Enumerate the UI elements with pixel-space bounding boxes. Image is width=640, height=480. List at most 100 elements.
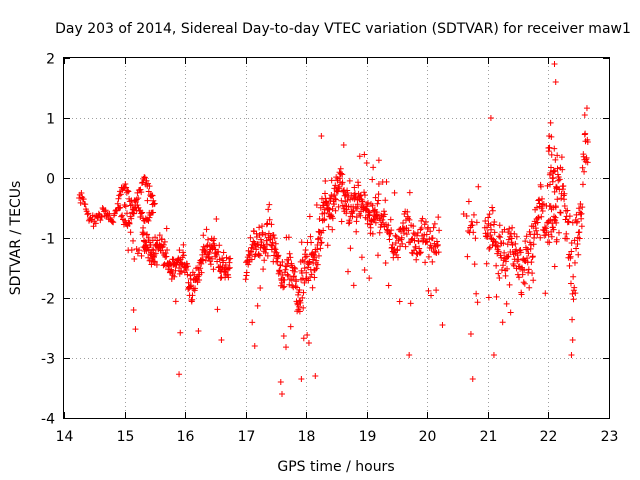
data-point bbox=[545, 148, 552, 155]
data-point bbox=[106, 210, 113, 217]
data-point bbox=[568, 248, 575, 255]
data-point bbox=[226, 264, 233, 271]
data-point bbox=[347, 245, 354, 252]
data-point bbox=[331, 195, 338, 202]
data-point bbox=[506, 281, 513, 288]
data-point bbox=[520, 279, 527, 286]
data-point bbox=[489, 242, 496, 249]
data-point bbox=[76, 195, 83, 202]
data-point bbox=[214, 306, 221, 313]
data-point bbox=[375, 191, 382, 198]
data-point bbox=[552, 79, 559, 85]
data-point bbox=[324, 242, 331, 249]
data-point bbox=[374, 200, 381, 207]
data-point bbox=[148, 261, 155, 268]
data-point bbox=[504, 241, 511, 248]
data-point bbox=[114, 200, 121, 207]
y-tick-label: -3 bbox=[41, 352, 55, 368]
data-point bbox=[507, 309, 514, 316]
data-point bbox=[412, 243, 419, 250]
data-point bbox=[257, 285, 264, 292]
data-point bbox=[127, 229, 134, 236]
data-point bbox=[571, 259, 578, 266]
data-point bbox=[364, 199, 371, 206]
data-point bbox=[475, 183, 482, 190]
data-point bbox=[124, 187, 131, 194]
data-point bbox=[261, 257, 268, 264]
data-point bbox=[583, 154, 590, 161]
data-point bbox=[141, 174, 148, 181]
data-point bbox=[264, 220, 271, 227]
data-point bbox=[510, 262, 517, 269]
data-point bbox=[500, 240, 507, 247]
data-point bbox=[505, 236, 512, 243]
data-point bbox=[149, 201, 156, 208]
data-point bbox=[553, 185, 560, 192]
data-point bbox=[227, 255, 234, 262]
data-point bbox=[387, 230, 394, 237]
data-point bbox=[282, 266, 289, 273]
data-point bbox=[376, 229, 383, 236]
data-point bbox=[493, 262, 500, 269]
data-point bbox=[581, 112, 588, 118]
data-point bbox=[467, 331, 474, 337]
data-point bbox=[358, 254, 365, 261]
data-point bbox=[340, 142, 347, 148]
data-point bbox=[525, 250, 532, 257]
data-point bbox=[158, 242, 165, 249]
data-point bbox=[493, 242, 500, 249]
data-point bbox=[353, 214, 360, 221]
data-point bbox=[286, 281, 293, 288]
data-point bbox=[565, 218, 572, 225]
data-point bbox=[134, 250, 141, 257]
data-point bbox=[542, 290, 549, 297]
data-point bbox=[414, 232, 421, 239]
data-point bbox=[125, 219, 132, 226]
data-point bbox=[503, 300, 510, 307]
data-point bbox=[272, 246, 279, 253]
x-tick-label: 16 bbox=[177, 429, 195, 445]
data-points bbox=[76, 61, 591, 397]
data-point bbox=[305, 277, 312, 284]
data-point bbox=[343, 210, 350, 217]
data-point bbox=[547, 181, 554, 188]
data-point bbox=[367, 224, 374, 231]
data-point bbox=[256, 252, 263, 259]
data-point bbox=[365, 208, 372, 215]
data-point bbox=[484, 224, 491, 231]
data-point bbox=[99, 205, 106, 212]
data-point bbox=[316, 228, 323, 235]
data-point bbox=[496, 222, 503, 229]
data-point bbox=[290, 273, 297, 280]
data-point bbox=[361, 267, 368, 274]
data-point bbox=[222, 262, 229, 269]
data-point bbox=[470, 211, 477, 218]
data-point bbox=[162, 250, 169, 257]
data-point bbox=[400, 230, 407, 237]
data-point bbox=[317, 245, 324, 252]
data-point bbox=[300, 304, 307, 311]
data-point bbox=[501, 255, 508, 262]
data-point bbox=[355, 182, 362, 189]
data-point bbox=[251, 343, 258, 349]
data-point bbox=[539, 195, 546, 202]
data-point bbox=[563, 235, 570, 242]
data-point bbox=[272, 240, 279, 247]
data-point bbox=[523, 233, 530, 240]
data-point bbox=[180, 252, 187, 259]
data-point bbox=[518, 291, 525, 298]
data-point bbox=[571, 284, 578, 291]
data-point bbox=[422, 259, 429, 266]
data-point bbox=[220, 249, 227, 256]
data-point bbox=[417, 249, 424, 256]
data-point bbox=[171, 273, 178, 280]
data-point bbox=[354, 205, 361, 212]
data-point bbox=[299, 294, 306, 301]
data-point bbox=[384, 227, 391, 234]
data-point bbox=[422, 218, 429, 225]
data-point bbox=[530, 241, 537, 248]
data-point bbox=[150, 200, 157, 207]
data-point bbox=[356, 153, 363, 160]
data-point bbox=[318, 240, 325, 247]
data-point bbox=[95, 210, 102, 217]
